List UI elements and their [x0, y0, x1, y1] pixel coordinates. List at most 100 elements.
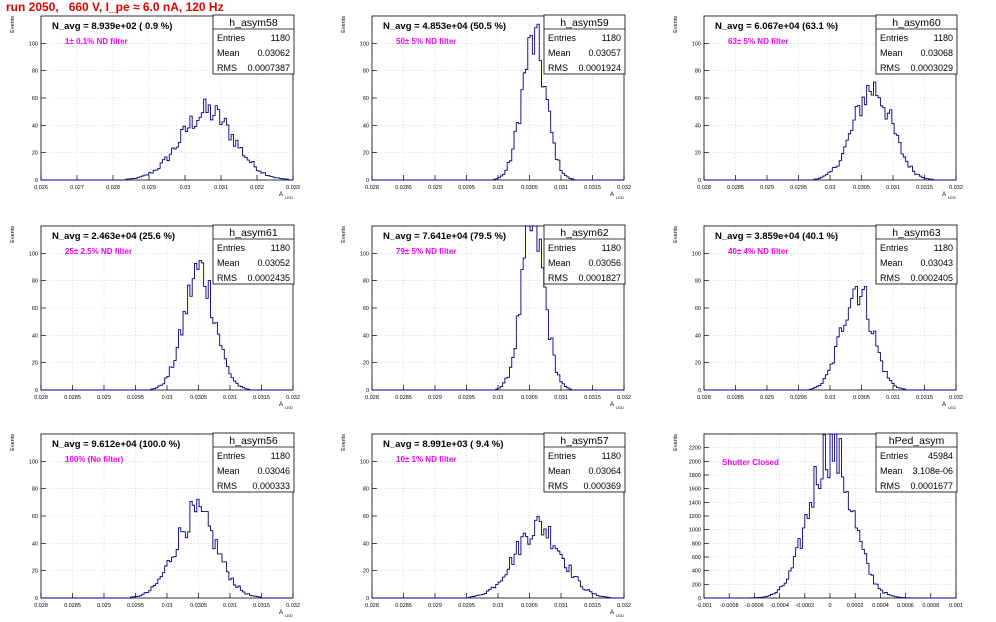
y-tick-label: 80 [363, 69, 369, 75]
y-axis-label: Events [10, 434, 16, 451]
x-tick-label: 0.029 [97, 395, 111, 401]
stats-box [212, 432, 295, 493]
stat-label: Entries [217, 243, 246, 253]
stat-label: Mean [548, 466, 571, 476]
x-tick-label: 0.0305 [190, 603, 207, 609]
y-tick-label: 80 [32, 69, 38, 75]
x-tick-label: -0.0002 [795, 603, 814, 609]
x-axis-label: A [610, 402, 614, 408]
y-tick-label: 80 [363, 279, 369, 285]
stats-box [212, 14, 295, 75]
stat-value: 0.03043 [920, 258, 953, 268]
x-tick-label: 0.029 [428, 603, 442, 609]
y-tick-label: 20 [32, 151, 38, 157]
n-avg-label: N_avg = 8.939e+02 ( 0.9 %) [52, 21, 172, 32]
x-tick-label: 0.029 [428, 395, 442, 401]
x-tick-label: 0.032 [617, 395, 631, 401]
y-tick-label: 100 [692, 41, 701, 47]
x-tick-label: 0.0305 [190, 395, 207, 401]
x-tick-label: 0.0008 [922, 603, 939, 609]
stat-value: 1180 [602, 451, 621, 461]
x-tick-label: 0.029 [760, 185, 774, 191]
x-tick-label: 0.0285 [64, 395, 81, 401]
y-tick-label: 80 [363, 487, 369, 493]
x-tick-label: 0.0315 [584, 395, 601, 401]
stat-value: 3.108e-06 [912, 466, 953, 476]
n-avg-label: N_avg = 7.641e+04 (79.5 %) [383, 231, 506, 242]
x-axis-label-subscript: LED [948, 405, 956, 410]
histogram-trace [41, 98, 293, 181]
y-tick-label: 80 [32, 279, 38, 285]
stat-value: 0.03046 [257, 466, 290, 476]
run-title: run 2050, 660 V, I_pe ≈ 6.0 nA, 120 Hz [6, 0, 224, 14]
stat-value: 0.0002405 [910, 273, 953, 283]
x-tick-label: 0.032 [949, 185, 963, 191]
stat-value: 0.03057 [588, 48, 621, 58]
y-tick-label: 100 [29, 41, 38, 47]
histogram-trace [41, 498, 293, 599]
stat-label: Entries [217, 33, 246, 43]
stat-label: Entries [548, 451, 577, 461]
y-tick-label: 60 [363, 514, 369, 520]
y-tick-label: 80 [695, 69, 701, 75]
x-tick-label: 0.032 [617, 185, 631, 191]
x-tick-label: 0.03 [180, 185, 191, 191]
x-tick-label: -0.0004 [770, 603, 789, 609]
y-tick-label: 20 [363, 151, 369, 157]
stat-value: 1180 [602, 243, 621, 253]
stat-value: 0.03062 [257, 48, 290, 58]
x-tick-label: 0.029 [428, 185, 442, 191]
x-tick-label: 0.029 [760, 395, 774, 401]
x-tick-label: 0.0295 [790, 395, 807, 401]
stat-value: 1180 [271, 451, 290, 461]
y-tick-label: 2200 [689, 446, 701, 452]
stat-label: Mean [217, 258, 240, 268]
x-tick-label: 0.0285 [395, 395, 412, 401]
stat-value: 0.03052 [257, 258, 290, 268]
n-avg-label: N_avg = 9.612e+04 (100.0 %) [52, 439, 180, 450]
y-tick-label: 0 [698, 178, 701, 184]
filter-label: 50± 5% ND filter [396, 37, 456, 46]
x-axis-label: A [942, 402, 946, 408]
x-tick-label: 0.0305 [521, 395, 538, 401]
x-tick-label: 0.0315 [916, 185, 933, 191]
y-tick-label: 1600 [689, 487, 701, 493]
x-tick-label: 0.031 [886, 395, 900, 401]
stats-box [543, 432, 626, 493]
x-tick-label: 0.032 [949, 395, 963, 401]
y-tick-label: 0 [698, 388, 701, 394]
stat-value: 0.0001677 [910, 481, 953, 491]
x-axis-label-subscript: LED [285, 195, 293, 200]
histogram-name: h_asym59 [560, 17, 609, 29]
x-tick-label: 0.032 [286, 603, 300, 609]
stat-label: RMS [217, 273, 237, 283]
y-axis-label: Events [673, 434, 679, 451]
n-avg-label: N_avg = 6.067e+04 (63.1 %) [715, 21, 838, 32]
x-tick-label: 0.0295 [458, 185, 475, 191]
x-axis-label: A [279, 610, 283, 616]
x-tick-label: 0.03 [825, 395, 836, 401]
stat-value: 0.0001827 [578, 273, 621, 283]
x-tick-label: 0.031 [223, 603, 237, 609]
stats-box [212, 224, 295, 285]
x-axis-label: A [279, 192, 283, 198]
y-tick-label: 60 [363, 306, 369, 312]
x-tick-label: 0.0315 [916, 395, 933, 401]
x-axis-label-subscript: LED [948, 195, 956, 200]
y-tick-label: 0 [366, 596, 369, 602]
histogram-panel-h_asym59: 0.028 0.0285 0.029 0.0295 0.03 0.0305 0.031 0.0… [341, 14, 631, 200]
stat-value: 0.03068 [920, 48, 953, 58]
x-axis-label-subscript: LED [616, 195, 624, 200]
stat-label: RMS [217, 63, 237, 73]
x-tick-label: 0.032 [250, 185, 264, 191]
y-tick-label: 200 [692, 582, 701, 588]
n-avg-label: N_avg = 3.859e+04 (40.1 %) [715, 231, 838, 242]
y-tick-label: 40 [363, 123, 369, 129]
y-axis-label: Events [341, 16, 347, 33]
x-tick-label: 0.031 [554, 603, 568, 609]
y-tick-label: 20 [32, 361, 38, 367]
histogram-trace [704, 81, 956, 181]
y-tick-label: 400 [692, 569, 701, 575]
x-axis-label: A [942, 192, 946, 198]
